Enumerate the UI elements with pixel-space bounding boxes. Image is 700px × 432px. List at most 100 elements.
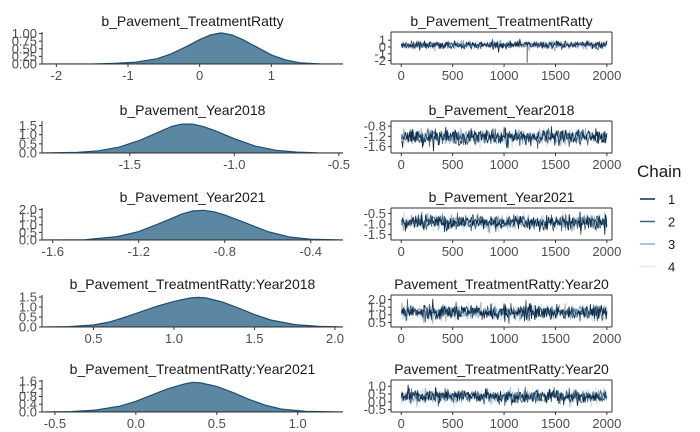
x-tick-label: -1.5 xyxy=(119,157,141,172)
y-tick-label: 0.25 xyxy=(12,49,37,64)
x-tick-label: 500 xyxy=(442,416,464,431)
x-tick-label: 0 xyxy=(398,244,405,259)
y-tick-label: -0.5 xyxy=(364,402,386,417)
y-tick-label: 1.0 xyxy=(19,217,37,232)
y-tick-label: -1 xyxy=(374,46,386,61)
y-tick-label: 0.5 xyxy=(19,225,37,240)
panel-trace-5: Pavement_TreatmentRatty:Year20 -0.50.00.5… xyxy=(364,361,622,431)
panel-trace-2: b_Pavement_Year2018 -1.6-1.2-0.8 0 500 1000 1… xyxy=(364,102,622,172)
x-tick-label: 0.5 xyxy=(208,416,226,431)
trace-chain-2 xyxy=(400,386,608,407)
y-tick-label: -2 xyxy=(374,53,386,68)
density-area xyxy=(42,32,343,64)
panel-title: Pavement_TreatmentRatty:Year20 xyxy=(394,361,609,377)
legend-label: 1 xyxy=(668,192,675,207)
x-tick-label: 0 xyxy=(398,416,405,431)
x-tick-label: 500 xyxy=(442,157,464,172)
trace-chain-3 xyxy=(401,39,608,52)
y-tick-label: 2.0 xyxy=(368,292,386,307)
x-tick-label: 1.0 xyxy=(289,416,307,431)
x-tick-label: 1000 xyxy=(490,244,519,259)
panel-density-2: b_Pavement_Year2018 0.00.51.01.5 -1.5 -1.0 -… xyxy=(19,102,350,172)
y-tick-label: -1.2 xyxy=(364,129,386,144)
y-tick-label: 0.0 xyxy=(19,320,37,335)
y-tick-label: -1.5 xyxy=(364,227,386,242)
y-tick-label: 1.5 xyxy=(19,118,37,133)
y-tick-label: 1.5 xyxy=(19,290,37,305)
panel-trace-4: Pavement_TreatmentRatty:Year200.51.01.52… xyxy=(368,276,621,346)
y-tick-label: 0.0 xyxy=(19,405,37,420)
x-tick-label: 1.5 xyxy=(245,331,263,346)
legend-title: Chain xyxy=(637,162,681,181)
y-tick-label: 0.5 xyxy=(19,310,37,325)
x-tick-label: -0.5 xyxy=(328,157,350,172)
y-tick-label: 2.0 xyxy=(19,202,37,217)
y-tick-label: 0.0 xyxy=(368,394,386,409)
panel-title: b_Pavement_TreatmentRatty:Year2021 xyxy=(70,361,316,377)
x-tick-label: 1500 xyxy=(541,331,570,346)
density-area xyxy=(42,209,343,240)
x-tick-label: 1500 xyxy=(541,68,570,83)
panel-trace-3: b_Pavement_Year2021 -1.5-1.0-0.5 0 500 1000 1… xyxy=(364,189,622,259)
y-tick-label: 0.5 xyxy=(368,315,386,330)
y-tick-label: 1.0 xyxy=(368,307,386,322)
x-tick-label: 0 xyxy=(196,68,203,83)
x-tick-label: -0.8 xyxy=(214,244,236,259)
panel-title: b_Pavement_Year2018 xyxy=(429,102,575,118)
x-tick-label: 1000 xyxy=(490,416,519,431)
y-tick-label: 1.5 xyxy=(368,300,386,315)
y-tick-label: 1.0 xyxy=(19,127,37,142)
legend-label: 2 xyxy=(668,215,675,230)
x-tick-label: -0.5 xyxy=(44,416,66,431)
panel-title: b_Pavement_Year2021 xyxy=(429,189,575,205)
panel-title: b_Pavement_TreatmentRatty:Year2018 xyxy=(70,276,316,292)
x-tick-label: 2000 xyxy=(592,331,621,346)
x-tick-label: -1.6 xyxy=(42,244,64,259)
x-tick-label: 1500 xyxy=(541,244,570,259)
x-tick-label: -1 xyxy=(122,68,134,83)
y-tick-label: 0.00 xyxy=(12,57,37,72)
x-tick-label: -1.0 xyxy=(223,157,245,172)
panel-title: b_Pavement_TreatmentRatty xyxy=(410,13,592,29)
x-tick-label: 1000 xyxy=(490,68,519,83)
panel-title: Pavement_TreatmentRatty:Year20 xyxy=(394,276,609,292)
x-tick-label: 500 xyxy=(442,244,464,259)
x-tick-label: 1000 xyxy=(490,157,519,172)
y-tick-label: 1.0 xyxy=(19,300,37,315)
x-tick-label: 2000 xyxy=(592,157,621,172)
y-tick-label: 0.75 xyxy=(12,34,37,49)
x-tick-label: -0.4 xyxy=(300,244,322,259)
legend-label: 3 xyxy=(668,237,675,252)
x-tick-label: 0 xyxy=(398,157,405,172)
trace-chain-1 xyxy=(400,38,608,53)
x-tick-label: 2.0 xyxy=(326,331,344,346)
density-area xyxy=(42,296,343,327)
y-tick-label: 1.6 xyxy=(19,373,37,388)
y-tick-label: 1 xyxy=(379,33,386,48)
trace-chain-1 xyxy=(400,384,608,407)
y-tick-label: 0.8 xyxy=(19,389,37,404)
y-tick-label: 0.5 xyxy=(368,387,386,402)
x-tick-label: 0 xyxy=(398,68,405,83)
panel-density-5: b_Pavement_TreatmentRatty:Year20210.00.4… xyxy=(19,361,343,431)
y-tick-label: 0.5 xyxy=(19,136,37,151)
x-tick-label: -1.2 xyxy=(128,244,150,259)
y-tick-label: -0.5 xyxy=(364,206,386,221)
x-tick-label: 0.0 xyxy=(127,416,145,431)
x-tick-label: 1000 xyxy=(490,331,519,346)
density-area xyxy=(42,123,343,153)
x-tick-label: 1500 xyxy=(541,416,570,431)
x-tick-label: 1500 xyxy=(541,157,570,172)
panel-title: b_Pavement_Year2021 xyxy=(120,189,266,205)
x-tick-label: -2 xyxy=(51,68,63,83)
y-tick-label: 1.00 xyxy=(12,26,37,41)
y-tick-label: 0.0 xyxy=(19,146,37,161)
y-tick-label: 1.0 xyxy=(368,379,386,394)
panel-density-3: b_Pavement_Year2021 0.00.51.01.52.0 -1.6 -1… xyxy=(19,189,343,259)
density-area xyxy=(42,381,343,412)
panel-density-1: b_Pavement_TreatmentRatty 0.000.250.500.7… xyxy=(12,13,343,83)
trace-chain-1 xyxy=(400,126,608,152)
y-tick-label: 0.50 xyxy=(12,41,37,56)
